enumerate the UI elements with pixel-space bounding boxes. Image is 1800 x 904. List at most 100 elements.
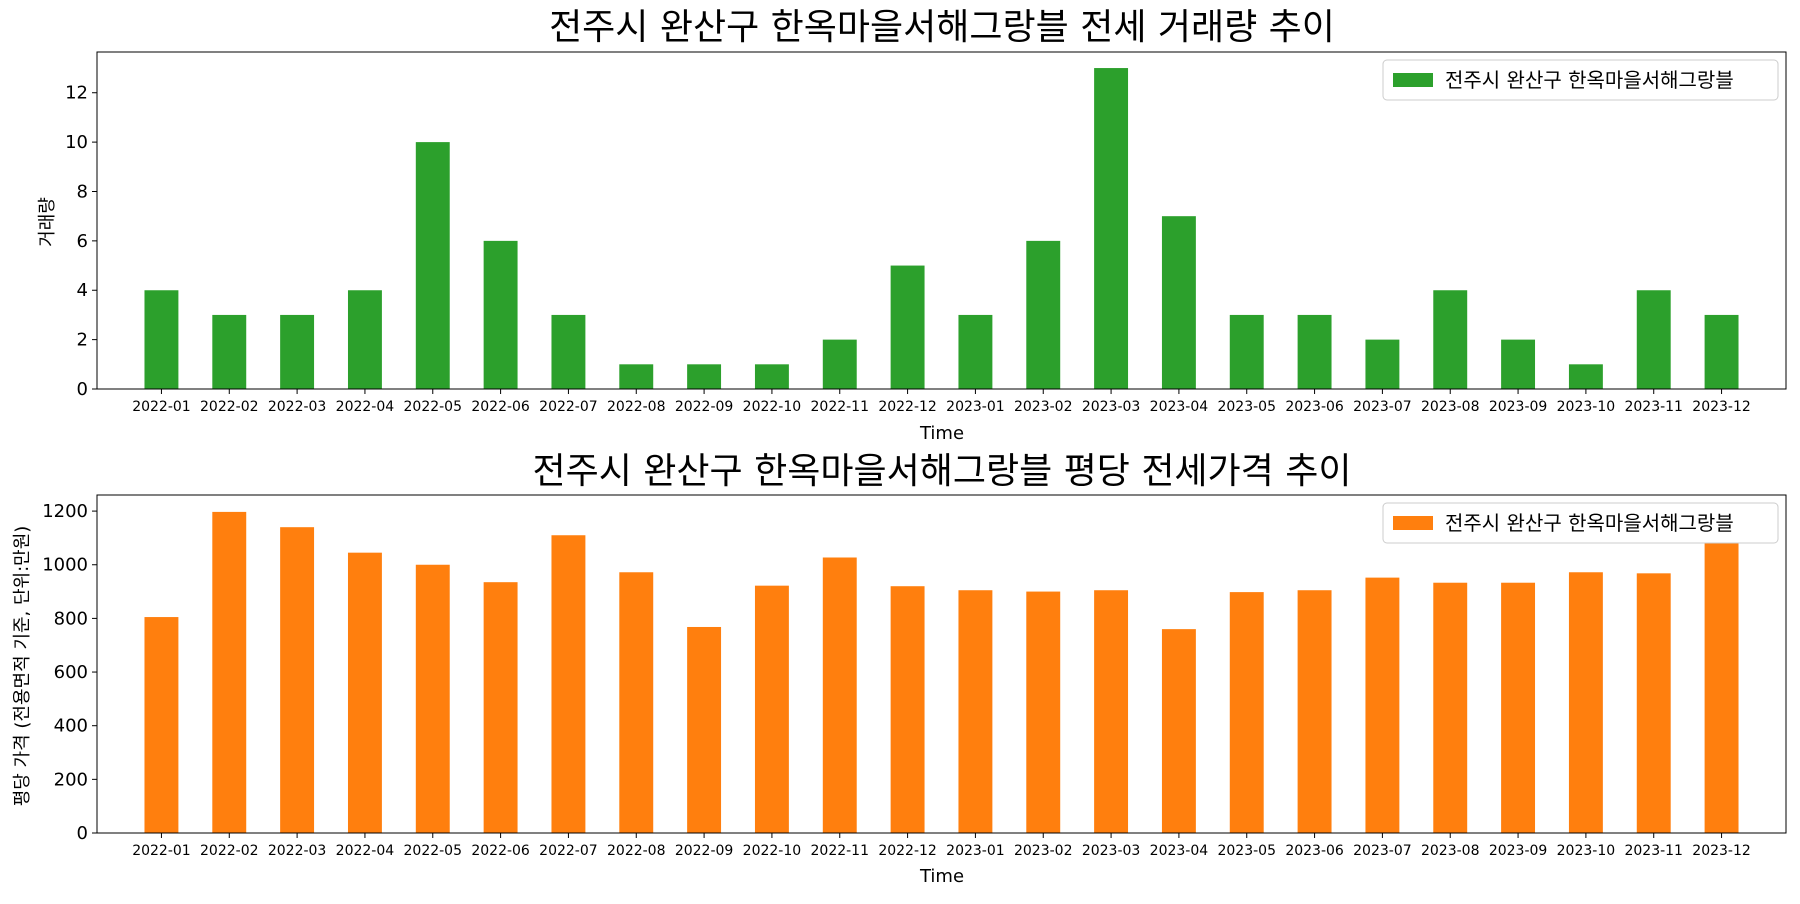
bar-2022-01 bbox=[144, 290, 179, 389]
y-axis-label: 평당 가격 (전용면적 기준, 단위:만원) bbox=[12, 526, 33, 807]
legend-swatch bbox=[1393, 516, 1433, 530]
x-tick-label: 2023-05 bbox=[1217, 843, 1276, 859]
x-tick-label: 2022-05 bbox=[404, 399, 463, 415]
x-tick-label: 2023-03 bbox=[1082, 843, 1141, 859]
x-tick-label: 2022-02 bbox=[200, 399, 259, 415]
x-tick-label: 2023-05 bbox=[1217, 399, 1276, 415]
y-tick-label: 12 bbox=[65, 83, 88, 104]
bar-2022-05 bbox=[415, 564, 450, 833]
x-tick-label: 2022-12 bbox=[878, 843, 937, 859]
x-tick-label: 2022-03 bbox=[268, 399, 327, 415]
bar-2022-02 bbox=[212, 511, 247, 833]
x-tick-label: 2023-12 bbox=[1692, 843, 1751, 859]
plot-frame bbox=[96, 51, 1787, 390]
bar-2023-11 bbox=[1636, 573, 1671, 833]
bar-2022-11 bbox=[822, 557, 857, 833]
x-tick-label: 2022-07 bbox=[539, 399, 598, 415]
x-tick-label: 2022-03 bbox=[268, 843, 327, 859]
x-tick-label: 2023-09 bbox=[1489, 843, 1548, 859]
y-axis-label: 거래량 bbox=[37, 197, 58, 247]
x-tick-label: 2022-09 bbox=[675, 399, 734, 415]
bar-2023-07 bbox=[1365, 577, 1400, 833]
x-tick-label: 2023-06 bbox=[1285, 843, 1344, 859]
y-tick-label: 1200 bbox=[42, 501, 88, 522]
bar-2022-12 bbox=[890, 586, 925, 833]
x-tick-label: 2023-10 bbox=[1557, 843, 1616, 859]
bar-2023-09 bbox=[1501, 582, 1536, 833]
bar-2023-02 bbox=[1026, 591, 1061, 833]
bar-2023-08 bbox=[1433, 290, 1468, 389]
bar-2022-10 bbox=[754, 585, 789, 833]
y-tick-label: 800 bbox=[54, 608, 88, 629]
x-tick-label: 2023-08 bbox=[1421, 399, 1480, 415]
x-tick-label: 2022-11 bbox=[811, 843, 870, 859]
plot-frame bbox=[96, 494, 1787, 834]
y-tick-label: 200 bbox=[54, 769, 88, 790]
bar-2023-12 bbox=[1704, 314, 1739, 389]
bar-2023-12 bbox=[1704, 543, 1739, 833]
x-tick-label: 2022-11 bbox=[811, 399, 870, 415]
x-axis-label: Time bbox=[919, 866, 964, 887]
x-tick-label: 2022-09 bbox=[675, 843, 734, 859]
legend-entry: 전주시 완산구 한옥마을서해그랑블 bbox=[1445, 68, 1734, 92]
x-tick-label: 2023-08 bbox=[1421, 843, 1480, 859]
x-tick-label: 2023-12 bbox=[1692, 399, 1751, 415]
bar-2022-07 bbox=[551, 314, 586, 389]
x-tick-label: 2023-07 bbox=[1353, 843, 1412, 859]
bar-2022-08 bbox=[619, 364, 654, 389]
bar-2022-02 bbox=[212, 314, 247, 389]
chart-price-per-pyeong: 전주시 완산구 한옥마을서해그랑블 평당 전세가격 추이 Time 평당 가격 … bbox=[12, 451, 1787, 887]
x-tick-label: 2022-08 bbox=[607, 399, 666, 415]
bar-2023-10 bbox=[1568, 364, 1603, 389]
y-tick-label: 8 bbox=[77, 181, 88, 202]
x-tick-label: 2022-04 bbox=[336, 843, 395, 859]
chart-title: 전주시 완산구 한옥마을서해그랑블 전세 거래량 추이 bbox=[549, 7, 1335, 48]
x-tick-label: 2022-07 bbox=[539, 843, 598, 859]
legend-entry: 전주시 완산구 한옥마을서해그랑블 bbox=[1445, 511, 1734, 535]
x-tick-label: 2022-05 bbox=[404, 843, 463, 859]
x-tick-label: 2023-01 bbox=[946, 399, 1005, 415]
x-tick-label: 2023-02 bbox=[1014, 399, 1073, 415]
bar-2022-03 bbox=[280, 314, 315, 389]
x-tick-label: 2023-04 bbox=[1150, 399, 1209, 415]
y-tick-label: 400 bbox=[54, 716, 88, 737]
x-tick-label: 2022-04 bbox=[336, 399, 395, 415]
bar-2022-03 bbox=[280, 527, 315, 833]
y-tick-label: 0 bbox=[77, 823, 88, 844]
bar-2023-05 bbox=[1229, 314, 1264, 389]
bar-2023-11 bbox=[1636, 290, 1671, 389]
x-tick-label: 2022-10 bbox=[743, 843, 802, 859]
bar-2023-08 bbox=[1433, 582, 1468, 833]
bar-2022-10 bbox=[754, 364, 789, 389]
bar-2022-09 bbox=[687, 626, 722, 833]
x-tick-label: 2023-10 bbox=[1557, 399, 1616, 415]
chart-title: 전주시 완산구 한옥마을서해그랑블 평당 전세가격 추이 bbox=[533, 451, 1352, 492]
x-tick-label: 2022-12 bbox=[878, 399, 937, 415]
bar-2023-06 bbox=[1297, 314, 1332, 389]
x-tick-label: 2022-02 bbox=[200, 843, 259, 859]
legend-box bbox=[1382, 59, 1779, 101]
x-tick-label: 2022-08 bbox=[607, 843, 666, 859]
legend-swatch bbox=[1393, 73, 1433, 87]
bar-2022-04 bbox=[347, 552, 382, 833]
x-tick-label: 2023-02 bbox=[1014, 843, 1073, 859]
bar-2022-11 bbox=[822, 339, 857, 389]
bar-2023-01 bbox=[958, 590, 993, 833]
bar-2022-07 bbox=[551, 535, 586, 833]
bar-2022-01 bbox=[144, 617, 179, 833]
x-tick-label: 2022-06 bbox=[471, 399, 530, 415]
x-axis-label: Time bbox=[919, 423, 964, 444]
bar-2023-09 bbox=[1501, 339, 1536, 389]
bar-2022-12 bbox=[890, 265, 925, 389]
x-tick-label: 2022-01 bbox=[132, 399, 191, 415]
bar-2022-08 bbox=[619, 572, 654, 833]
x-tick-label: 2022-01 bbox=[132, 843, 191, 859]
bar-2023-03 bbox=[1094, 68, 1129, 390]
y-tick-label: 600 bbox=[54, 662, 88, 683]
x-tick-label: 2022-06 bbox=[471, 843, 530, 859]
chart-trade-volume: 전주시 완산구 한옥마을서해그랑블 전세 거래량 추이 Time 거래량 202… bbox=[37, 7, 1787, 444]
bar-2023-04 bbox=[1161, 216, 1196, 389]
y-tick-label: 10 bbox=[65, 132, 88, 153]
x-tick-label: 2023-07 bbox=[1353, 399, 1412, 415]
